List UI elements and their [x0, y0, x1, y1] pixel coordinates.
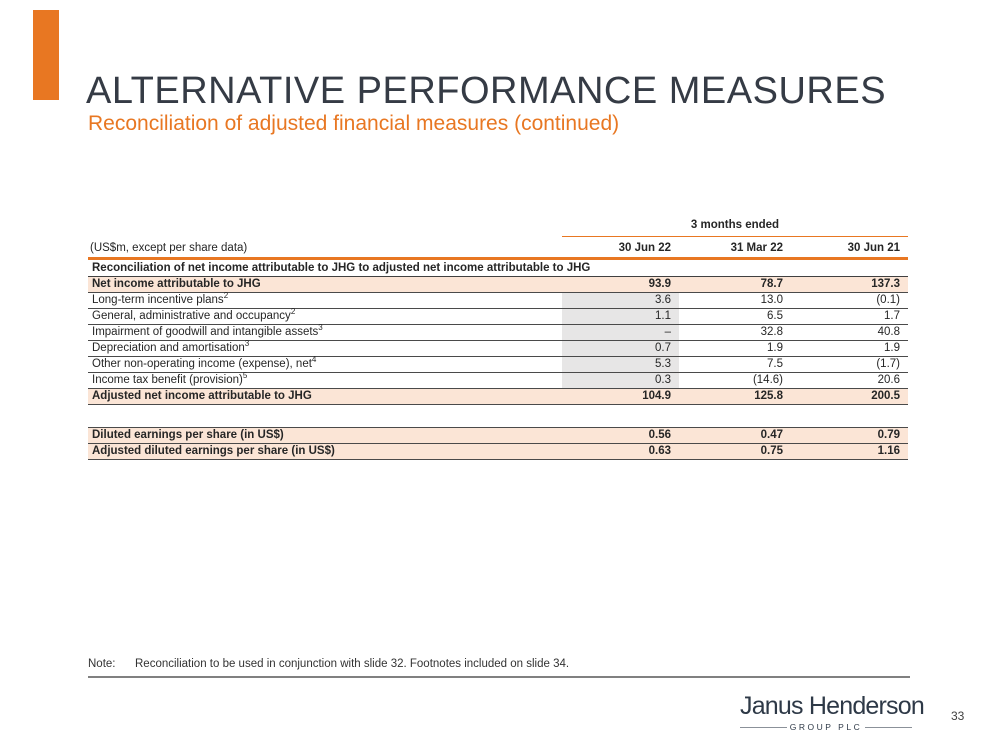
cell-value: 137.3	[871, 278, 900, 290]
financial-table: 3 months ended (US$m, except per share d…	[88, 216, 908, 460]
cell-value: 0.47	[760, 429, 783, 441]
logo-subline: GROUP PLC	[740, 722, 913, 732]
table-row: Net income attributable to JHG 93.9 78.7…	[88, 277, 908, 293]
cell-value: 1.16	[877, 445, 900, 457]
table-row: Other non-operating income (expense), ne…	[88, 355, 908, 373]
row-label: Adjusted net income attributable to JHG	[92, 390, 312, 402]
row-label: Impairment of goodwill and intangible as…	[92, 323, 323, 338]
logo-rule-left	[740, 726, 787, 728]
logo-rule-right	[865, 726, 913, 728]
logo-wordmark: Janus Henderson	[740, 692, 925, 720]
cell-value: 0.79	[877, 429, 900, 441]
cell-value: 40.8	[877, 326, 900, 338]
header-divider	[88, 257, 908, 260]
column-header: 30 Jun 21	[847, 242, 900, 254]
period-header: 3 months ended	[562, 216, 908, 237]
cell-value: 1.9	[884, 342, 900, 354]
table-row: Income tax benefit (provision)5 0.3 (14.…	[88, 371, 908, 389]
cell-value: –	[562, 325, 679, 340]
table-row: Adjusted net income attributable to JHG …	[88, 389, 908, 405]
table-row: Long-term incentive plans2 3.6 13.0 (0.1…	[88, 291, 908, 309]
row-label: Long-term incentive plans2	[92, 291, 229, 306]
table-row: Diluted earnings per share (in US$) 0.56…	[88, 428, 908, 444]
cell-value: 0.56	[648, 429, 671, 441]
row-label: General, administrative and occupancy2	[92, 307, 296, 322]
table-row: Impairment of goodwill and intangible as…	[88, 323, 908, 341]
table-row: Depreciation and amortisation3 0.7 1.9 1…	[88, 339, 908, 357]
unit-label: (US$m, except per share data)	[90, 242, 248, 254]
cell-value: 0.63	[648, 445, 671, 457]
cell-value: 125.8	[754, 390, 783, 402]
row-label: Adjusted diluted earnings per share (in …	[92, 445, 335, 457]
row-label: Diluted earnings per share (in US$)	[92, 429, 284, 441]
footer-divider	[88, 676, 910, 678]
row-label: Depreciation and amortisation3	[92, 339, 250, 354]
cell-value: 93.9	[648, 278, 671, 290]
cell-value: 200.5	[871, 390, 900, 402]
cell-value: 104.9	[642, 390, 671, 402]
row-label: Income tax benefit (provision)5	[92, 371, 248, 386]
cell-value: 7.5	[767, 358, 783, 370]
section-header: Reconciliation of net income attributabl…	[88, 260, 908, 277]
cell-value: 0.3	[562, 373, 679, 388]
cell-value: 1.1	[562, 309, 679, 324]
row-label: Net income attributable to JHG	[92, 278, 261, 290]
table-gap	[88, 405, 908, 427]
page-subtitle: Reconciliation of adjusted financial mea…	[88, 112, 620, 135]
column-header-row: (US$m, except per share data) 30 Jun 22 …	[88, 237, 908, 256]
column-header: 31 Mar 22	[730, 242, 783, 254]
footnote: Note: Reconciliation to be used in conjun…	[88, 658, 569, 670]
cell-value: (1.7)	[876, 358, 900, 370]
column-header: 30 Jun 22	[618, 242, 671, 254]
cell-value: 1.9	[767, 342, 783, 354]
company-logo: Janus Henderson GROUP PLC	[740, 692, 925, 732]
cell-value: (14.6)	[752, 374, 783, 386]
footnote-label: Note:	[88, 658, 116, 670]
cell-value: 78.7	[760, 278, 783, 290]
cell-value: 5.3	[562, 357, 679, 372]
cell-value: 0.7	[562, 341, 679, 356]
cell-value: 32.8	[760, 326, 783, 338]
table-row: General, administrative and occupancy2 1…	[88, 307, 908, 325]
cell-value: 3.6	[562, 293, 679, 308]
logo-subtext: GROUP PLC	[789, 722, 863, 732]
cell-value: (0.1)	[876, 294, 900, 306]
eps-table: Diluted earnings per share (in US$) 0.56…	[88, 427, 908, 460]
cell-value: 1.7	[884, 310, 900, 322]
period-header-row: 3 months ended	[88, 216, 908, 237]
cell-value: 13.0	[760, 294, 783, 306]
table-row: Adjusted diluted earnings per share (in …	[88, 444, 908, 460]
cell-value: 6.5	[767, 310, 783, 322]
slide-number: 33	[951, 709, 965, 723]
cell-value: 0.75	[760, 445, 783, 457]
page-title: ALTERNATIVE PERFORMANCE MEASURES	[86, 70, 887, 112]
cell-value: 20.6	[877, 374, 900, 386]
row-label: Other non-operating income (expense), ne…	[92, 355, 317, 370]
brand-accent-bar	[33, 10, 59, 100]
period-spacer	[88, 216, 562, 237]
footnote-text: Reconciliation to be used in conjunction…	[135, 658, 570, 670]
